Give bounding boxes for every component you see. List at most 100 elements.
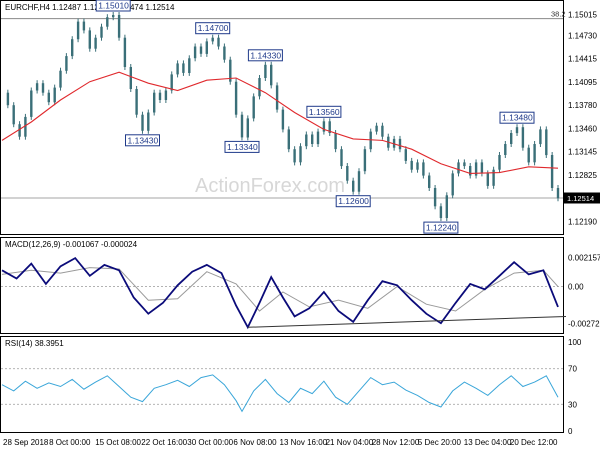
candle-body (392, 138, 396, 148)
candle-body (123, 37, 127, 67)
candle-body (117, 15, 121, 38)
candle-body (293, 149, 296, 163)
candle-body (188, 58, 191, 73)
annotation-label: 1.13560 (309, 107, 340, 117)
price-y-axis: 1.15015 1.14730 1.14415 1.14095 1.13780 … (568, 11, 597, 227)
rsi-title: RSI(14) 38.3951 (5, 339, 64, 348)
y-tick-label: 1.12190 (568, 218, 597, 227)
x-tick-label: 21 Nov 04:00 (326, 438, 374, 447)
y-tick-label: 0 (568, 427, 573, 436)
candle-body (527, 147, 530, 163)
annotation-box (125, 134, 160, 147)
candle-body (451, 173, 454, 196)
candle-body (65, 56, 68, 71)
y-tick-label: 1.15015 (568, 11, 597, 20)
y-tick-label: 0.002157 (568, 253, 600, 262)
annotation-label: 1.15010 (98, 1, 129, 11)
candle-body (539, 129, 542, 145)
price-annotation: 1.13430 (125, 134, 160, 147)
candle-body (76, 21, 80, 40)
candle-body (147, 112, 150, 131)
y-tick-label: -0.002729 (568, 320, 600, 329)
candle-body (533, 144, 536, 163)
price-annotation: 1.14700 (195, 22, 231, 35)
y-tick-label: 1.12825 (568, 171, 597, 180)
fib-level-label: 38.2 (551, 10, 566, 19)
rsi-y-axis: 100 70 30 0 (568, 338, 582, 436)
annotation-box (195, 22, 231, 35)
candle-body (281, 109, 285, 130)
candle-body (287, 129, 290, 150)
candle-body (270, 64, 273, 86)
candle-body (492, 169, 495, 186)
annotation-box (335, 195, 371, 208)
macd-title: MACD(12,26,9) -0.001067 -0.000024 (5, 240, 138, 249)
candle-body (463, 162, 466, 167)
candle-body (328, 121, 331, 133)
x-axis: 28 Sep 2018 8 Oct 00:00 15 Oct 08:00 22 … (3, 438, 558, 447)
annotation-box (499, 111, 535, 124)
macd-line (1, 256, 559, 330)
annotation-label: 1.14700 (198, 23, 229, 33)
annotation-label: 1.12240 (426, 223, 457, 233)
y-tick-label: 1.14730 (568, 32, 597, 41)
macd-trendline (247, 315, 567, 328)
candle-body (510, 133, 513, 144)
candle-body (486, 173, 489, 186)
x-tick-label: 22 Oct 16:00 (141, 438, 187, 447)
y-tick-label: 1.13780 (568, 101, 597, 110)
candle-body (416, 162, 419, 170)
candle-body (334, 133, 337, 150)
annotation-label: 1.13480 (502, 113, 533, 123)
annotation-label: 1.12600 (338, 196, 369, 206)
price-chart-title: EURCHF,H4 1.12487 1.12545 1.12474 1.1251… (5, 3, 175, 12)
y-tick-label: 1.13145 (568, 148, 597, 157)
candle-body (264, 64, 267, 78)
candle-body (217, 37, 220, 47)
candle-body (275, 85, 279, 110)
candle-body (480, 162, 484, 174)
current-price-label: 1.12514 (567, 194, 594, 203)
annotation-box (306, 105, 342, 118)
candle-body (521, 127, 525, 148)
candle-body (82, 21, 86, 31)
price-annotations: 1.15010 1.13430 1.14700 1.13340 1.14330 1.135… (95, 0, 535, 234)
candle-body (504, 144, 507, 155)
candle-body (71, 39, 74, 57)
x-tick-label: 6 Nov 08:00 (233, 438, 277, 447)
candle-body (41, 83, 45, 93)
price-annotation: 1.13560 (306, 105, 342, 118)
y-tick-label: 1.13460 (568, 125, 597, 134)
candle-body (346, 166, 349, 181)
candle-body (252, 96, 255, 119)
candle-body (30, 90, 33, 117)
annotation-box (224, 140, 260, 153)
x-tick-label: 28 Sep 2018 (3, 438, 49, 447)
candle-body (47, 92, 50, 103)
x-tick-label: 20 Dec 12:00 (510, 438, 558, 447)
candle-body (545, 129, 548, 156)
candle-body (340, 149, 343, 167)
candle-body (550, 155, 554, 188)
candle-body (375, 125, 378, 132)
candle-body (439, 206, 443, 218)
candle-body (100, 26, 103, 38)
candle-body (211, 37, 214, 42)
rsi-panel-frame (0, 336, 564, 433)
price-annotation: 1.15010 (95, 0, 131, 12)
annotation-box (95, 0, 131, 12)
price-annotation: 1.13480 (499, 111, 535, 124)
y-tick-label: 0.00 (568, 283, 584, 292)
candle-body (164, 90, 168, 100)
candle-body (322, 121, 326, 132)
candle-body (205, 41, 208, 54)
candle-body (498, 155, 501, 170)
candle-body (24, 116, 27, 137)
macd-y-axis: 0.002157 0.00 -0.002729 (568, 253, 600, 328)
candle-body (53, 87, 56, 103)
candle-body (141, 114, 144, 131)
x-tick-label: 15 Oct 08:00 (95, 438, 141, 447)
rsi-line (1, 374, 559, 413)
candle-body (12, 105, 15, 125)
